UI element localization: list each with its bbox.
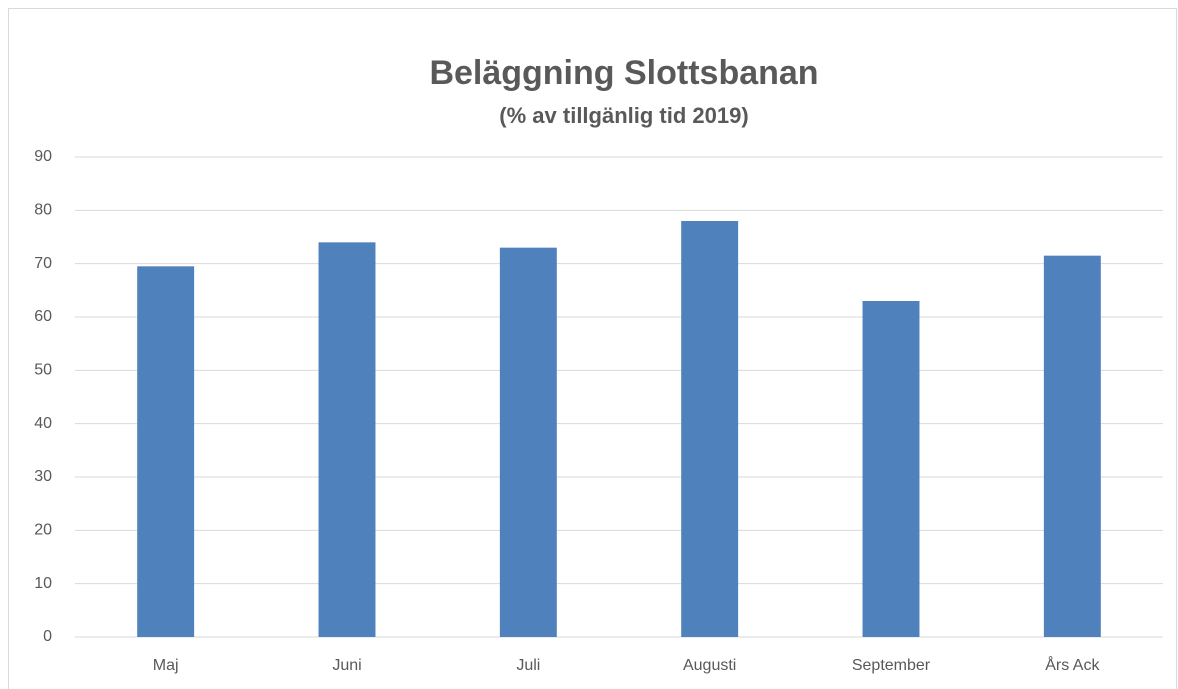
y-tick-label: 40 (34, 415, 52, 432)
y-tick-label: 20 (34, 522, 52, 539)
x-tick-label: September (852, 657, 931, 674)
y-tick-label: 70 (34, 255, 52, 272)
bar (499, 247, 557, 637)
y-tick-label: 10 (34, 575, 52, 592)
x-tick-label: Års Ack (1045, 655, 1100, 674)
x-tick-label: Augusti (683, 657, 736, 674)
chart-subtitle: (% av tillgänlig tid 2019) (499, 103, 748, 128)
y-tick-label: 60 (34, 308, 52, 325)
x-tick-label: Juni (332, 657, 361, 674)
y-tick-label: 90 (34, 148, 52, 165)
bar (137, 266, 195, 637)
chart-title: Beläggning Slottsbanan (429, 54, 818, 92)
chart-frame (8, 8, 1177, 689)
x-tick-label: Juli (516, 657, 540, 674)
bar (318, 242, 376, 638)
y-tick-label: 80 (34, 202, 52, 219)
bar (681, 221, 739, 637)
y-tick-label: 0 (43, 628, 52, 645)
bar (1043, 255, 1101, 637)
y-tick-label: 50 (34, 362, 52, 379)
y-tick-label: 30 (34, 468, 52, 485)
bar (862, 301, 920, 637)
x-tick-label: Maj (153, 657, 179, 674)
